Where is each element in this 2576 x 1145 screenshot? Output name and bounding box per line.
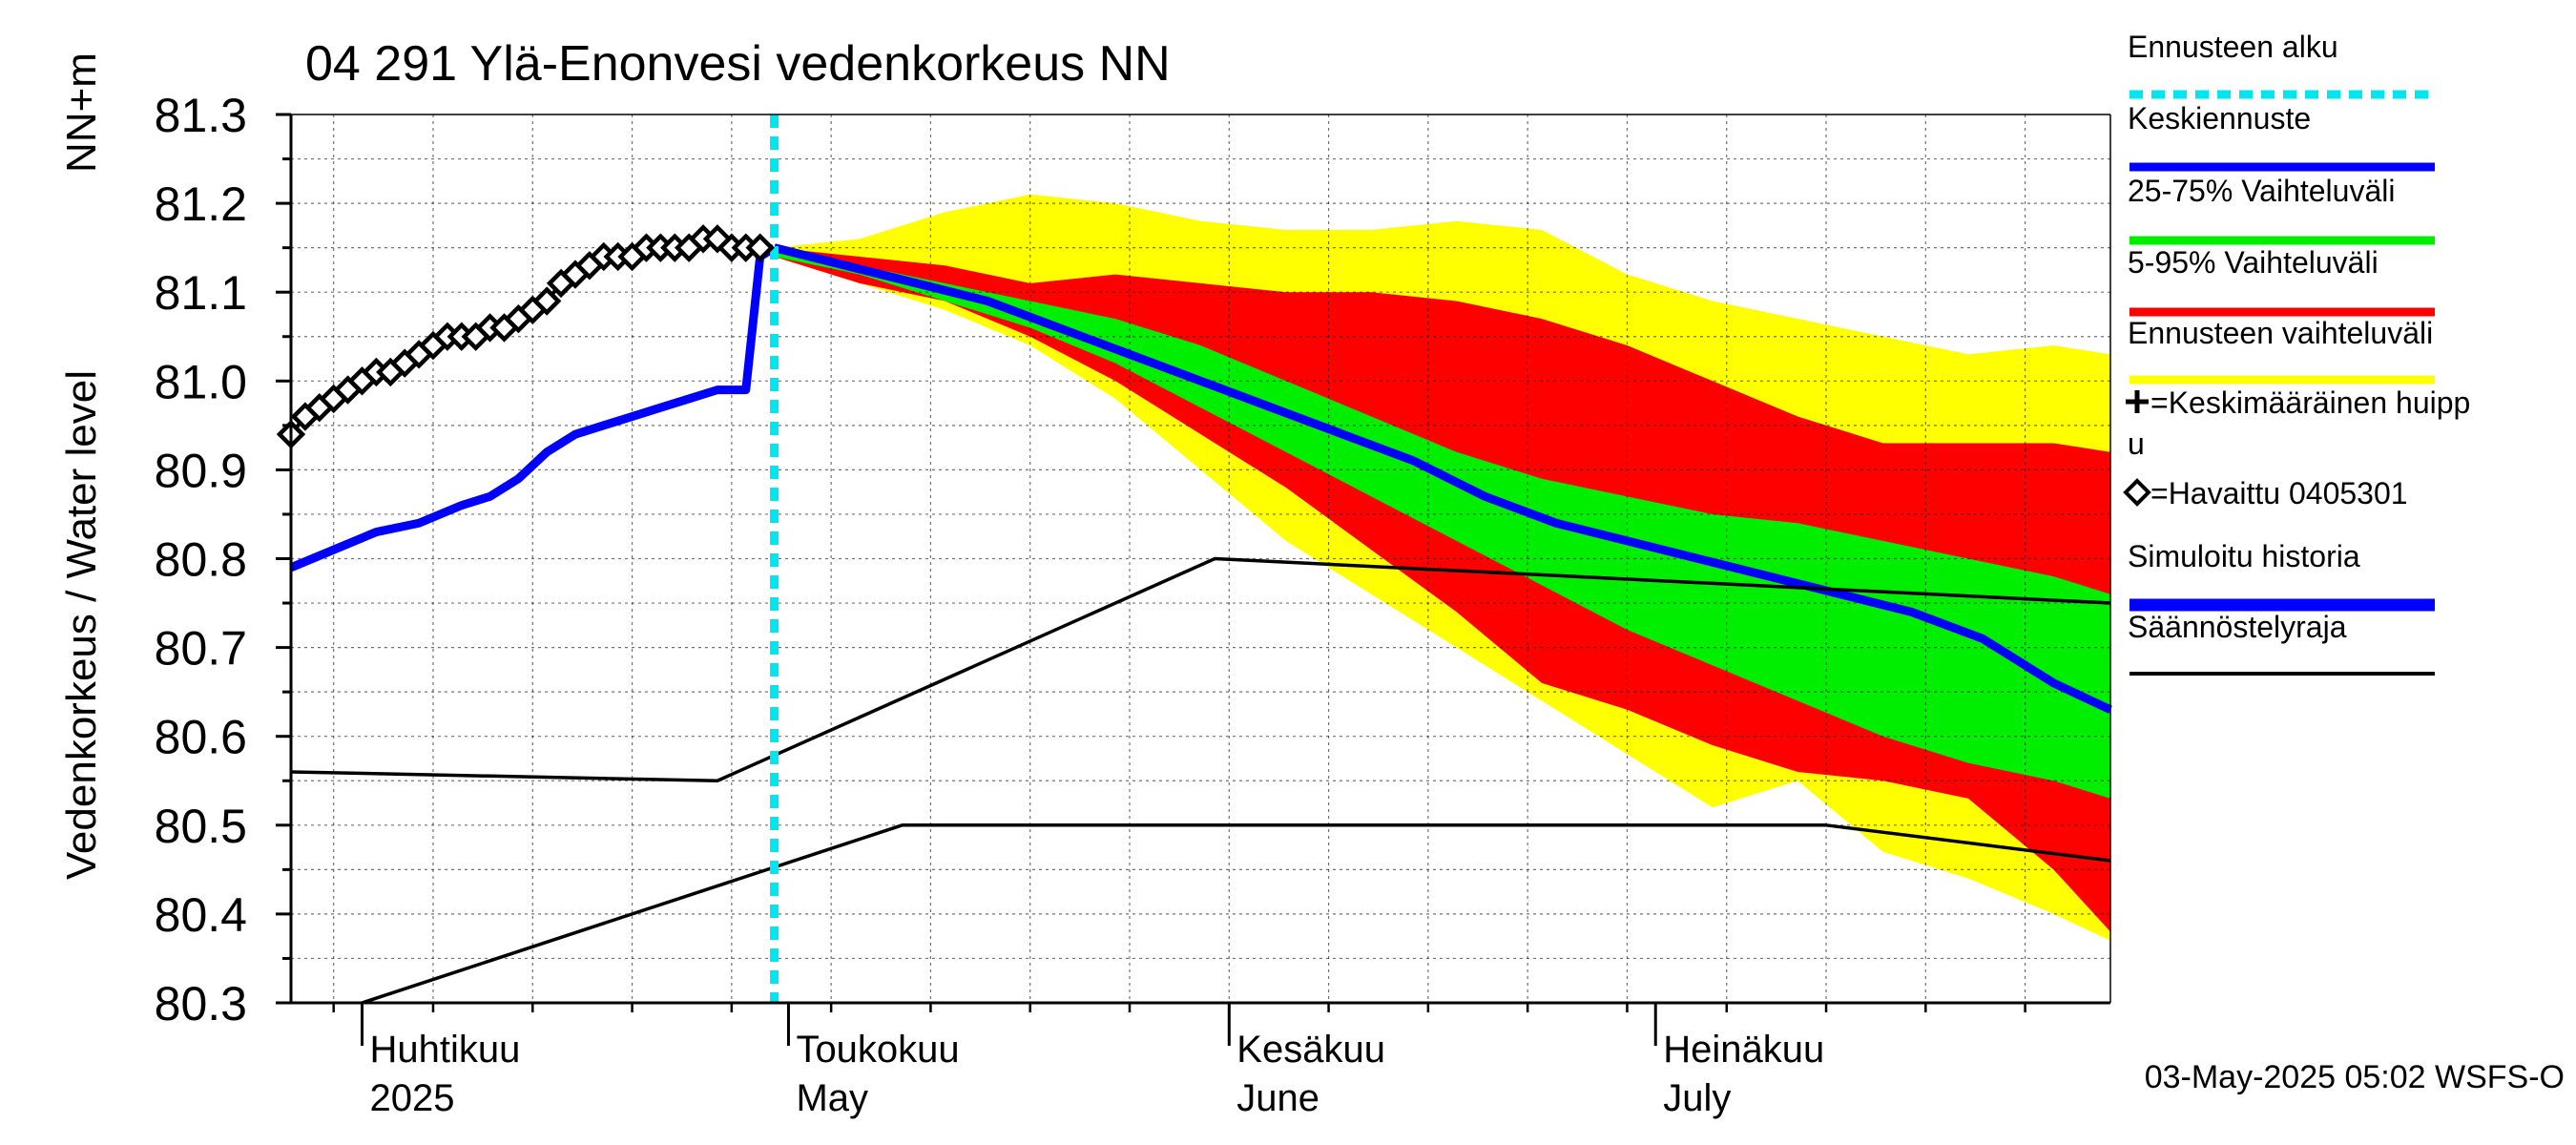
series-lines <box>289 114 2112 1005</box>
x-month-label: Heinäkuu <box>1663 1029 1824 1071</box>
series-line-4 <box>290 556 2111 782</box>
y-tick-label: 80.5 <box>155 800 247 853</box>
legend-label: Ennusteen vaihteluväli <box>2128 316 2433 350</box>
y-tick-label: 81.1 <box>155 266 247 320</box>
x-month-label-secondary: 2025 <box>369 1077 454 1119</box>
series-line-2 <box>289 243 777 572</box>
legend: Ennusteen alku Keskiennuste 25-75% Vaihtel… <box>2123 30 2470 676</box>
band-3 <box>774 247 2110 799</box>
y-axis-unit: NN+m <box>58 52 105 173</box>
y-tick-label: 80.4 <box>155 888 247 942</box>
grid <box>291 114 2110 1003</box>
y-tick-label: 80.6 <box>155 711 247 764</box>
axes <box>276 113 2111 1046</box>
legend-diamond-symbol <box>2123 478 2151 507</box>
x-month-label: Toukokuu <box>796 1029 959 1071</box>
chart-title: 04 291 Ylä-Enonvesi vedenkorkeus NN <box>305 36 1171 92</box>
x-month-label: Huhtikuu <box>369 1029 520 1071</box>
legend-label: 5-95% Vaihteluväli <box>2128 245 2379 280</box>
x-month-labels: Huhtikuu 2025 Toukokuu May Kesäkuu June Heinäk… <box>369 1029 1824 1119</box>
x-month-label-secondary: July <box>1663 1077 1731 1119</box>
y-tick-label: 81.3 <box>155 89 247 142</box>
series-line-3 <box>773 243 2112 714</box>
y-axis-label: Vedenkorkeus / Water level <box>58 370 105 880</box>
x-month-label: Kesäkuu <box>1236 1029 1385 1071</box>
legend-label: Ennusteen alku <box>2128 30 2338 64</box>
observed-marker <box>745 233 775 262</box>
observed-markers <box>276 224 775 449</box>
legend-label: Säännöstelyraja <box>2128 610 2347 644</box>
legend-label: Keskiennuste <box>2128 101 2311 135</box>
y-tick-label: 80.3 <box>155 977 247 1030</box>
y-tick-label: 80.9 <box>155 444 247 497</box>
y-tick-labels: 81.3 81.2 81.1 81.0 80.9 80.8 80.7 80.6 80.5 80.4… <box>155 89 247 1030</box>
y-tick-label: 80.7 <box>155 622 247 676</box>
legend-label: =Keskimääräinen huipp <box>2150 385 2470 420</box>
legend-label-wrap: u <box>2128 427 2145 461</box>
series-line-5 <box>361 823 2111 1005</box>
legend-label: =Havaittu 0405301 <box>2150 476 2408 510</box>
observed-marker <box>531 286 562 316</box>
legend-label: 25-75% Vaihteluväli <box>2128 174 2395 208</box>
x-month-label-secondary: May <box>796 1077 868 1119</box>
y-tick-label: 81.2 <box>155 177 247 231</box>
band-2 <box>774 247 2110 932</box>
timestamp: 03-May-2025 05:02 WSFS-O <box>2145 1059 2565 1095</box>
y-tick-label: 81.0 <box>155 355 247 408</box>
x-month-label-secondary: June <box>1236 1077 1319 1119</box>
legend-label: Simuloitu historia <box>2128 539 2360 573</box>
y-tick-label: 80.8 <box>155 533 247 587</box>
